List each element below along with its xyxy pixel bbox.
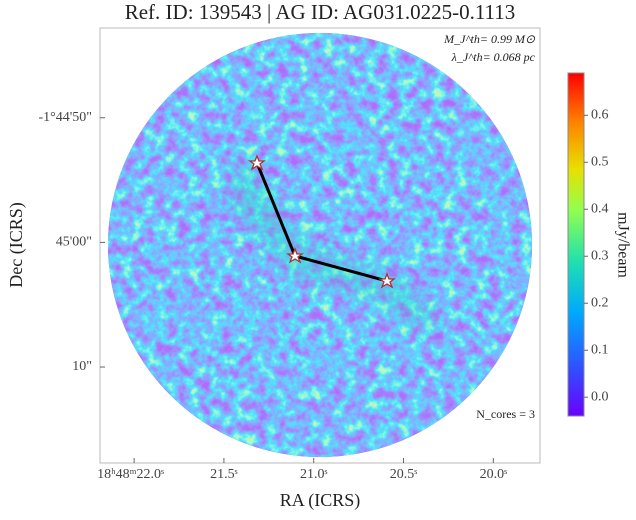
colorbar-tick-label: 0.1 xyxy=(591,342,609,357)
core xyxy=(286,247,304,264)
colorbar-label: mJy/beam xyxy=(614,212,631,278)
colorbar-tick-label: 0.4 xyxy=(591,201,609,216)
colorbar-tick-label: 0.3 xyxy=(591,248,609,263)
colorbar-tick-label: 0.0 xyxy=(591,389,609,404)
core xyxy=(378,272,396,289)
colorbar-tick-label: 0.5 xyxy=(591,154,609,169)
x-tick-label: 20.0ˢ xyxy=(480,467,508,482)
annotation: λ_J^th= 0.068 pc xyxy=(451,50,536,64)
x-axis-label: RA (ICRS) xyxy=(280,490,361,511)
core xyxy=(248,154,266,171)
colorbar-tick-label: 0.2 xyxy=(591,295,609,310)
annotation: M_J^th= 0.99 M⊙ xyxy=(443,32,536,46)
x-tick-label: 21.5ˢ xyxy=(210,467,238,482)
x-tick-label: 20.5ˢ xyxy=(390,467,418,482)
image-noise xyxy=(108,33,532,457)
chart-title: Ref. ID: 139543 | AG ID: AG031.0225-0.11… xyxy=(125,0,516,24)
annotation: N_cores = 3 xyxy=(476,407,535,421)
colorbar xyxy=(567,72,585,417)
cores xyxy=(248,154,396,289)
x-tick-label: 21.0ˢ xyxy=(300,467,328,482)
colorbar-tick-label: 0.6 xyxy=(591,108,609,123)
y-axis-label: Dec (ICRS) xyxy=(6,202,27,287)
y-tick-label: -1°44'50" xyxy=(39,110,93,125)
y-tick-label: 45'00" xyxy=(56,235,92,250)
image xyxy=(108,33,532,457)
x-tick-label: 18ʰ48ᵐ22.0ˢ xyxy=(97,467,164,482)
y-tick-label: 10" xyxy=(72,359,92,374)
